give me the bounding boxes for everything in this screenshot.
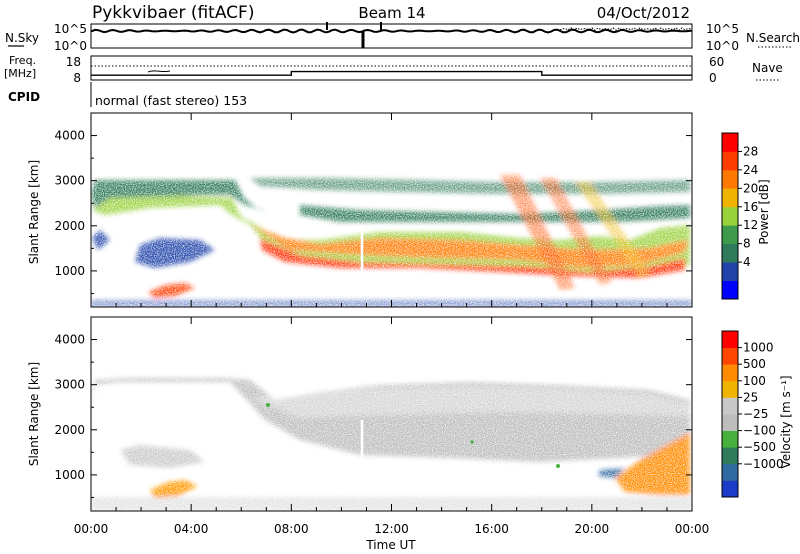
power-panel: 1000 2000 3000 4000 Slant Range [km] 28 24 20… — [27, 112, 771, 308]
velocity-colorbar-tick-7: −1000 — [743, 457, 784, 471]
cpid-panel: CPID normal (fast stereo) 153 — [8, 82, 247, 108]
velocity-colorbar-tick-0: 1000 — [743, 341, 774, 355]
cpid-value: normal (fast stereo) 153 — [95, 93, 247, 108]
power-colorbar-swatch-7 — [722, 151, 738, 171]
velocity-colorbar-swatch-8 — [722, 347, 738, 365]
power-colorbar: 28 24 20 16 12 8 4 — [721, 132, 758, 300]
power-colorbar-tick-4: 12 — [743, 218, 758, 232]
freq-label: Freq. — [9, 54, 36, 67]
xtick-label-1: 04:00 — [174, 522, 209, 536]
noise-panel: N.Sky 10^5 10^0 10^5 10^0 N.Search — [5, 22, 800, 53]
velocity-colorbar-swatch-3 — [722, 430, 738, 448]
power-colorbar-swatch-0 — [722, 280, 738, 300]
power-y-axis: 1000 2000 3000 4000 — [54, 129, 692, 294]
power-colorbar-tick-2: 20 — [743, 181, 758, 195]
velocity-ytick-label-0: 1000 — [54, 468, 85, 482]
freq-trace — [91, 70, 692, 76]
xtick-label-4: 16:00 — [474, 522, 509, 536]
velocity-colorbar-swatch-0 — [722, 480, 738, 498]
power-colorbar-tick-1: 24 — [743, 163, 758, 177]
velocity-colorbar-tick-2: 100 — [743, 374, 766, 388]
velocity-ytick-label-1: 2000 — [54, 423, 85, 437]
power-colorbar-swatch-4 — [722, 206, 738, 226]
velocity-heatmap — [91, 317, 692, 511]
noise-right-tick-top: 10^5 — [706, 22, 739, 36]
time-x-axis: 00:00 04:00 08:00 12:00 16:00 20:00 00:00 — [74, 113, 710, 536]
power-ytick-label-1: 2000 — [54, 219, 85, 233]
freq-panel: Freq. [MHz] 18 8 60 0 Nave — [4, 54, 783, 85]
noise-search-trace — [559, 27, 692, 31]
nave-label: Nave — [752, 61, 783, 75]
noise-sky-trace — [90, 28, 693, 34]
power-colorbar-swatch-2 — [722, 243, 738, 263]
velocity-colorbar-swatch-9 — [722, 331, 738, 348]
velocity-ytick-label-3: 4000 — [54, 333, 85, 347]
xtick-label-3: 12:00 — [374, 522, 409, 536]
power-ytick-label-0: 1000 — [54, 264, 85, 278]
noise-sky-label: N.Sky — [5, 31, 39, 45]
xtick-label-6: 00:00 — [675, 522, 710, 536]
freq-tick-top: 18 — [66, 55, 81, 69]
noise-right-tick-bottom: 10^0 — [706, 39, 739, 53]
power-colorbar-swatch-3 — [722, 225, 738, 245]
nave-tick-top: 60 — [709, 55, 724, 69]
velocity-ytick-label-2: 3000 — [54, 378, 85, 392]
noise-left-tick-top: 10^5 — [54, 22, 87, 36]
velocity-colorbar-tick-1: 500 — [743, 357, 766, 371]
velocity-colorbar-tick-3: 25 — [743, 390, 758, 404]
noise-left-tick-bottom: 10^0 — [54, 39, 87, 53]
power-heatmap — [91, 113, 692, 307]
power-colorbar-tick-5: 8 — [743, 237, 751, 251]
power-colorbar-swatch-6 — [722, 169, 738, 189]
velocity-colorbar-tick-4: −25 — [743, 407, 768, 421]
freq-tick-bottom: 8 — [73, 71, 81, 85]
power-ytick-label-3: 4000 — [54, 129, 85, 143]
xtick-label-5: 20:00 — [575, 522, 610, 536]
power-ylabel: Slant Range [km] — [27, 160, 41, 264]
velocity-colorbar-tick-6: −500 — [743, 440, 776, 454]
velocity-colorbar: 1000 500 100 25 −25 −100 −500 −1000 — [721, 330, 784, 498]
power-colorbar-tick-3: 16 — [743, 200, 758, 214]
power-ytick-label-2: 3000 — [54, 174, 85, 188]
velocity-colorbar-swatch-2 — [722, 447, 738, 465]
velocity-colorbar-swatch-1 — [722, 463, 738, 481]
velocity-colorbar-swatch-7 — [722, 364, 738, 382]
power-colorbar-swatch-5 — [722, 188, 738, 208]
velocity-colorbar-swatch-6 — [722, 380, 738, 398]
x-axis-label: Time UT — [365, 538, 416, 552]
velocity-colorbar-swatch-5 — [722, 397, 738, 415]
cpid-label: CPID — [8, 90, 40, 104]
plot-title: Pykkvibaer (fitACF) — [92, 3, 254, 23]
freq-unit: [MHz] — [4, 67, 36, 80]
velocity-colorbar-tick-5: −100 — [743, 424, 776, 438]
power-colorbar-swatch-8 — [722, 133, 738, 152]
nave-tick-bottom: 0 — [709, 71, 717, 85]
velocity-colorbar-swatch-4 — [722, 414, 738, 431]
date-label: 04/Oct/2012 — [597, 4, 690, 22]
power-colorbar-label: Power [dB] — [757, 179, 771, 244]
velocity-panel: 1000 2000 3000 4000 Slant Range [km] 1000 50… — [27, 316, 793, 512]
noise-search-label: N.Search — [746, 31, 800, 45]
power-colorbar-tick-6: 4 — [743, 255, 751, 269]
beam-label: Beam 14 — [358, 4, 425, 22]
velocity-y-axis: 1000 2000 3000 4000 — [54, 333, 692, 498]
xtick-label-0: 00:00 — [74, 522, 109, 536]
power-colorbar-swatch-1 — [722, 262, 738, 281]
power-colorbar-tick-0: 28 — [743, 144, 758, 158]
velocity-ylabel: Slant Range [km] — [27, 362, 41, 466]
xtick-label-2: 08:00 — [274, 522, 309, 536]
velocity-colorbar-label: Velocity [m s⁻¹] — [779, 375, 793, 468]
